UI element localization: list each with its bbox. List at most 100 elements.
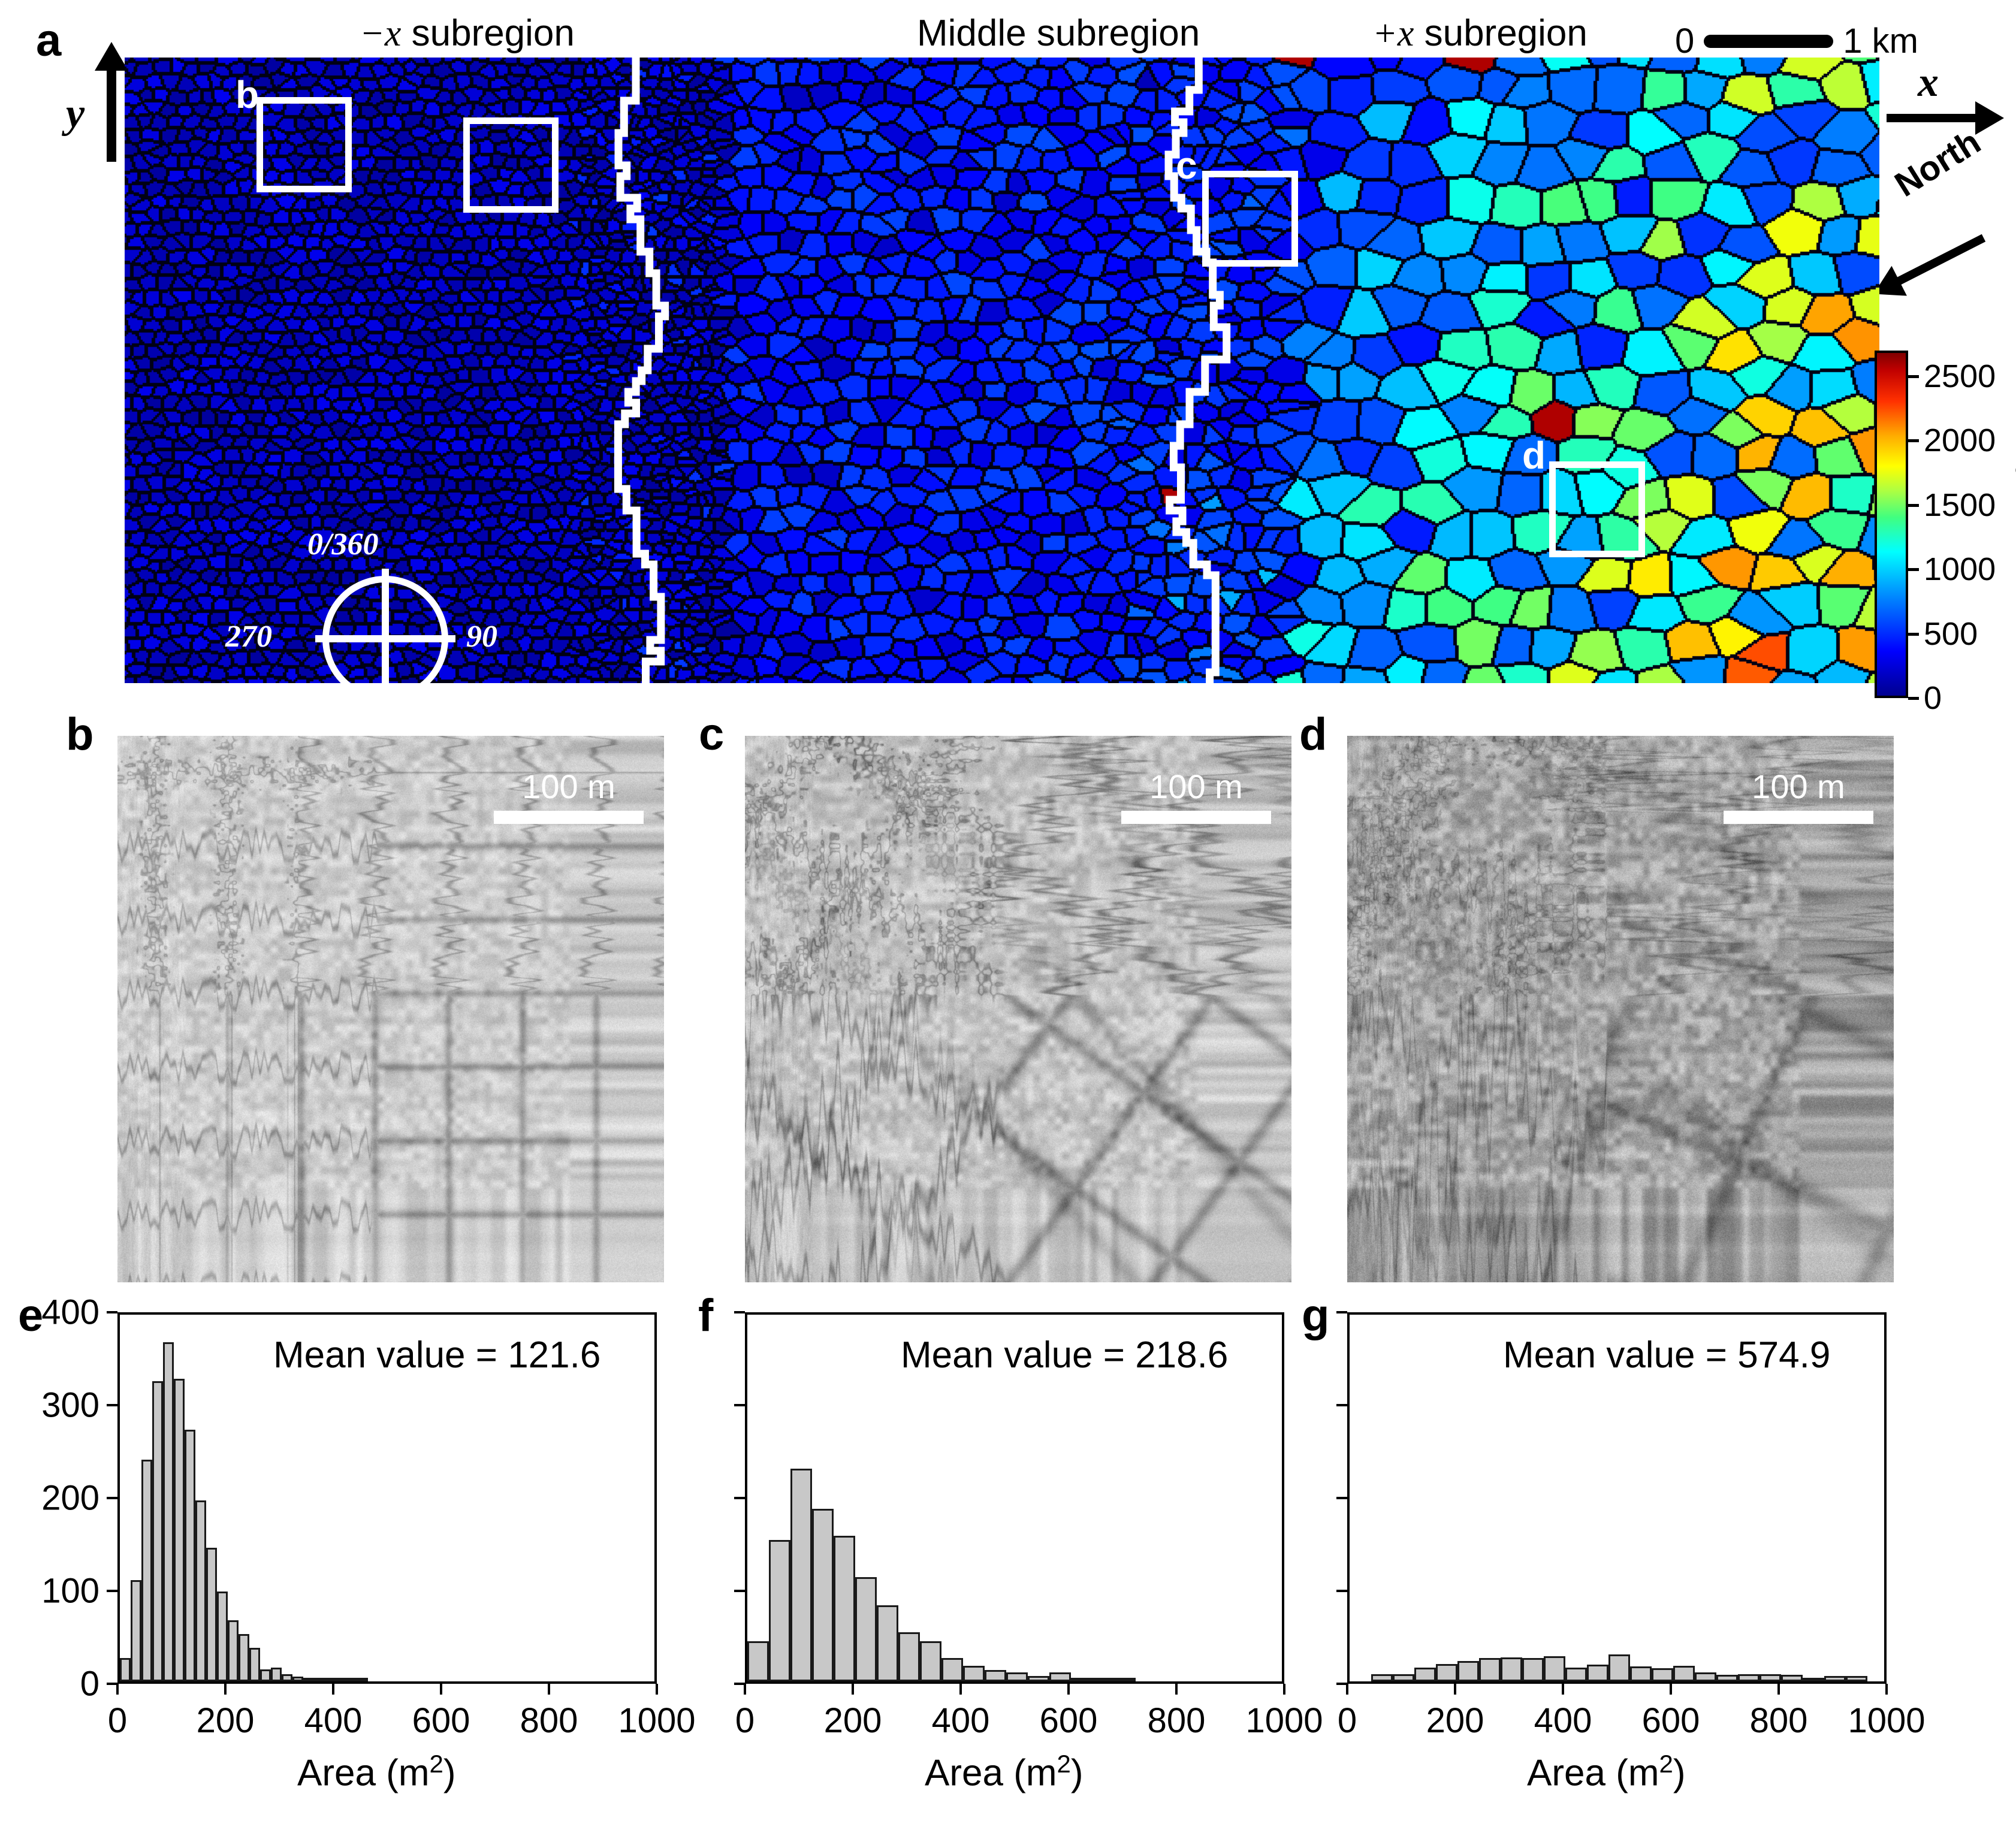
y-axis-tick-label: 400 [41,1293,99,1332]
scale-bar-c: 100 m [1121,767,1271,824]
y-axis-tick [107,1311,117,1313]
histogram-bar [249,1648,260,1681]
histogram-bar [1803,1677,1824,1681]
histogram-bar [941,1658,963,1681]
y-axis-tick [734,1311,745,1313]
x-axis-tick [656,1684,658,1695]
y-axis-tick [107,1683,117,1685]
scale-bar-b: 100 m [494,767,644,824]
histogram-bar [239,1633,249,1681]
y-axis-tick [107,1404,117,1406]
histogram-bar [1028,1675,1049,1681]
x-axis-tick [1454,1684,1456,1695]
y-axis-tick [1336,1590,1347,1592]
histogram-bar [747,1641,769,1681]
x-axis-tick [852,1684,854,1695]
compass-label-right: 90 [466,620,497,654]
histogram-bar [1587,1665,1608,1681]
panel-letter-c: c [699,709,725,760]
y-axis-tick-label: 0 [80,1664,99,1704]
panel-letter-f: f [698,1290,714,1341]
inset-box-c[interactable] [1202,171,1298,267]
histogram-bar [1114,1678,1136,1681]
x-axis-tick [1346,1684,1348,1695]
histogram-bar [1781,1675,1803,1681]
scale-bar-end-label: 1 km [1843,22,1918,61]
y-axis-tick-label: 200 [41,1478,99,1518]
histogram-bar [920,1641,941,1681]
panel-letter-b: b [66,709,94,760]
header-middle-subregion: Middle subregion [917,13,1200,54]
histogram-bar [1049,1672,1071,1681]
histogram-bar [1652,1668,1673,1681]
histogram-bar [314,1678,325,1681]
x-axis-title: Area (m2) [925,1750,1084,1794]
compass-label-top: 0/360 [307,527,379,561]
x-axis-tick-label: 1000 [1848,1701,1926,1740]
y-axis-tick-label: 300 [41,1385,99,1425]
x-axis-tick-label: 200 [1426,1701,1484,1740]
x-axis-label: x [1918,59,1939,105]
inset-box-d[interactable] [1549,461,1645,557]
histogram-bar [1738,1674,1760,1681]
colorbar-tick [1908,697,1919,700]
scale-bar-c-line [1121,811,1271,824]
histogram-bar [898,1632,920,1681]
histogram-bar [1824,1675,1846,1681]
x-axis-title: Area (m2) [1527,1750,1686,1794]
plot-area [117,1312,657,1684]
bar-series [1350,1315,1884,1681]
hirise-image-d: 100 m [1347,736,1894,1282]
histogram-bar [185,1429,195,1681]
north-label: North [1888,122,1988,204]
colorbar-tick-label: 2000 [1924,422,1996,459]
histogram-bar [1846,1675,1867,1681]
histogram-bar [877,1605,898,1681]
bar-series [120,1315,654,1681]
polygon-area-map: b 0/360 90 180 270 [125,58,1879,683]
panel-letter-d: d [1299,709,1327,760]
header-minus-x-subregion: −x subregion [360,13,575,54]
scale-bar-d-label: 100 m [1752,768,1845,805]
x-axis-tick-label: 800 [1749,1701,1808,1740]
scale-bar-line [1704,34,1834,48]
inset-box-b[interactable] [256,97,352,192]
hirise-image-c: 100 m [745,736,1291,1282]
histogram-bar [1071,1678,1092,1681]
colorbar-tick [1908,375,1919,378]
x-axis-tick [224,1684,227,1695]
histogram-bar [346,1678,357,1681]
histogram-bar [1436,1663,1457,1681]
colorbar-tick-label: 1500 [1924,487,1996,523]
histogram-bar [228,1620,239,1681]
panel-letter-a: a [36,15,62,66]
histogram-bar [1695,1672,1716,1681]
y-axis-tick [734,1683,745,1685]
x-axis-tick-label: 0 [107,1701,128,1740]
x-axis-tick [744,1684,746,1695]
north-arrow-icon [1896,234,1986,285]
histogram-bar [1371,1674,1393,1681]
bar-series [747,1315,1282,1681]
histogram-bar [282,1674,292,1681]
histogram-bar [812,1508,834,1681]
scale-bar-start-label: 0 [1675,22,1695,61]
histogram-bar [1522,1658,1544,1681]
y-axis-label: y [66,90,85,137]
panel-letter-e: e [18,1290,44,1341]
histogram-bar [1092,1678,1114,1681]
x-axis-tick-label: 800 [520,1701,578,1740]
colorbar-gradient [1875,351,1908,698]
scale-bar-c-label: 100 m [1149,768,1243,805]
x-axis-tick-label: 600 [1641,1701,1700,1740]
y-axis-tick [1336,1683,1347,1685]
y-axis-tick [107,1497,117,1499]
x-axis-tick [548,1684,550,1695]
colorbar-tick-label: 500 [1924,615,1978,652]
colorbar-tick [1908,632,1919,636]
scale-bar-panel-a: 0 1 km [1675,21,1918,61]
x-axis-tick-label: 200 [823,1701,882,1740]
y-axis-tick [1336,1497,1347,1499]
histogram-bar [303,1678,314,1681]
x-axis-tick-label: 0 [735,1701,755,1740]
